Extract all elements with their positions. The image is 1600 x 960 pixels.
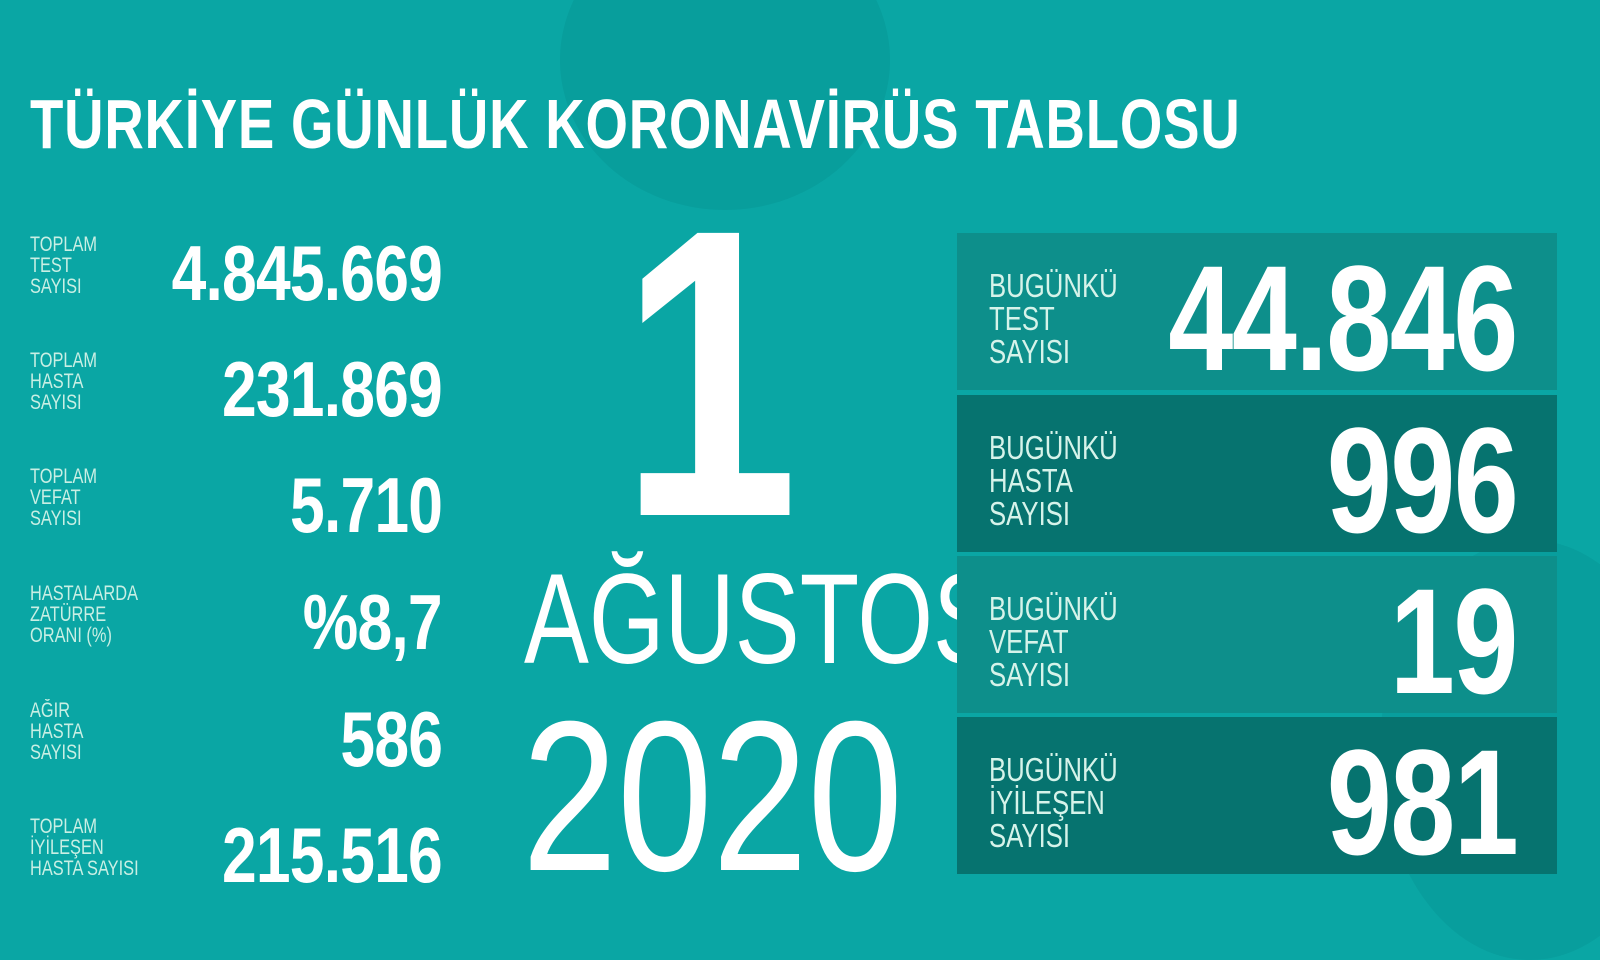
panel-value: 19 <box>1389 557 1519 725</box>
stat-label: HASTALARDA ZATÜRRE ORANI (%) <box>30 582 139 647</box>
total-cases: TOPLAM HASTA SAYISI 231.869 <box>30 345 443 433</box>
date-day: 1 <box>620 144 799 602</box>
date-year: 2020 <box>522 677 903 916</box>
date-month: AĞUSTOS <box>524 548 998 691</box>
stat-value: %8,7 <box>302 578 443 666</box>
stat-label: TOPLAM VEFAT SAYISI <box>30 465 98 530</box>
stat-value: 215.516 <box>222 811 443 899</box>
critical-patients: AĞIR HASTA SAYISI 586 <box>30 695 443 783</box>
panel-label: BUGÜNKÜ HASTA SAYISI <box>989 429 1118 532</box>
total-deaths: TOPLAM VEFAT SAYISI 5.710 <box>30 461 443 549</box>
page-title: TÜRKİYE GÜNLÜK KORONAVİRÜS TABLOSU <box>30 85 1241 163</box>
stat-label: TOPLAM HASTA SAYISI <box>30 349 98 414</box>
today-cases-panel: BUGÜNKÜ HASTA SAYISI 996 <box>957 395 1557 564</box>
stat-value: 586 <box>340 695 443 783</box>
panel-value: 981 <box>1326 718 1518 886</box>
today-recovered-panel: BUGÜNKÜ İYİLEŞEN SAYISI 981 <box>957 717 1557 886</box>
stat-label: AĞIR HASTA SAYISI <box>30 699 84 764</box>
panel-label: BUGÜNKÜ İYİLEŞEN SAYISI <box>989 751 1118 854</box>
panel-value: 996 <box>1326 396 1518 564</box>
panel-label: BUGÜNKÜ VEFAT SAYISI <box>989 590 1118 693</box>
panel-value: 44.846 <box>1168 234 1518 402</box>
stat-value: 5.710 <box>289 461 443 549</box>
today-deaths-panel: BUGÜNKÜ VEFAT SAYISI 19 <box>957 556 1557 725</box>
total-tests: TOPLAM TEST SAYISI 4.845.669 <box>30 229 443 317</box>
stat-value: 231.869 <box>222 345 443 433</box>
pneumonia-rate: HASTALARDA ZATÜRRE ORANI (%) %8,7 <box>30 578 443 666</box>
today-tests-panel: BUGÜNKÜ TEST SAYISI 44.846 <box>957 233 1557 402</box>
total-recovered: TOPLAM İYİLEŞEN HASTA SAYISI 215.516 <box>30 811 443 899</box>
stat-value: 4.845.669 <box>171 229 443 317</box>
stat-label: TOPLAM TEST SAYISI <box>30 233 98 298</box>
panel-label: BUGÜNKÜ TEST SAYISI <box>989 267 1118 370</box>
stat-label: TOPLAM İYİLEŞEN HASTA SAYISI <box>30 815 139 880</box>
